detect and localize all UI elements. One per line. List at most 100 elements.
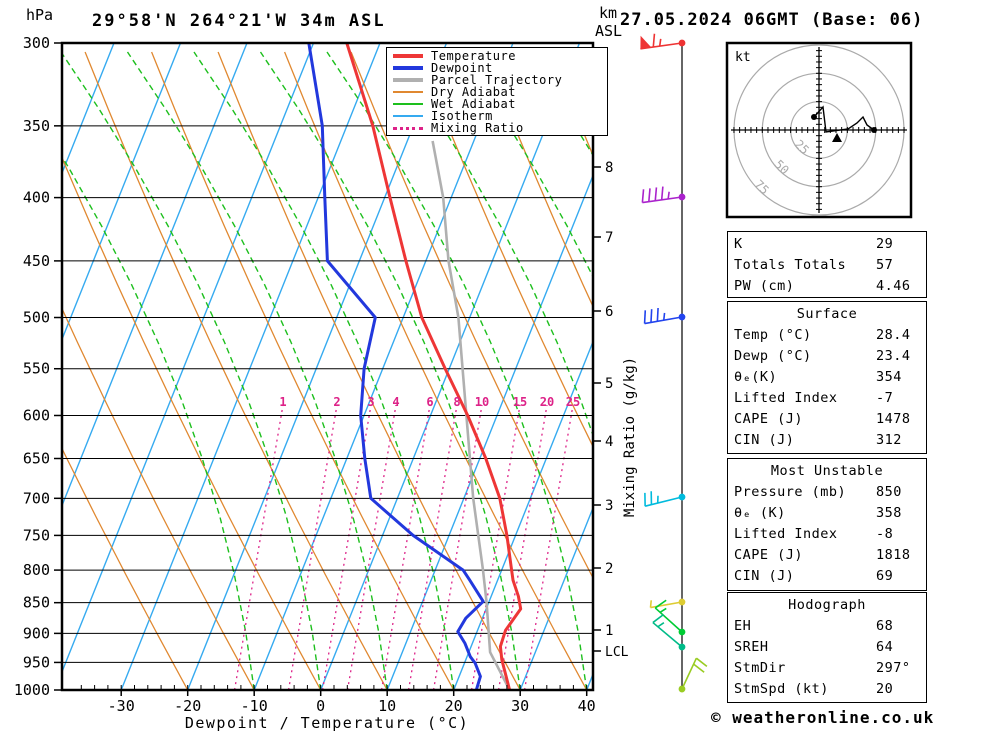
table-row: Totals Totals 57 [728, 255, 926, 276]
table-row: CAPE (J) 1818 [728, 545, 926, 566]
sounding-curves [307, 43, 523, 690]
table-header: Surface [796, 306, 858, 322]
legend-label: Wet Adiabat [431, 97, 516, 111]
wet-adiabat-line [62, 155, 255, 690]
temperature-curve [345, 43, 523, 690]
mixing-ratio-label: 8 [453, 395, 460, 409]
row-label: SREH [734, 639, 769, 655]
table-row: PW (cm) 4.46 [728, 276, 926, 297]
plot-border [60, 41, 595, 692]
table-row: SREH 64 [728, 637, 926, 658]
row-label: Totals Totals [734, 257, 847, 273]
pressure-tick-label: 400 [23, 189, 50, 207]
mixing-ratio-line [346, 404, 397, 690]
pressure-tick-label: 450 [23, 252, 50, 270]
legend-item-temperature: Temperature [387, 50, 607, 62]
legend-label: Parcel Trajectory [431, 73, 563, 87]
row-label: K [734, 236, 743, 252]
legend-item-isotherm: Isotherm [387, 110, 607, 122]
row-label: θₑ(K) [734, 369, 778, 385]
copyright-notice: © weatheronline.co.uk [711, 708, 935, 727]
isotherm-line [519, 506, 593, 690]
row-label: StmSpd (kt) [734, 681, 829, 697]
row-label: Dewp (°C) [734, 348, 812, 364]
isotherm-line [320, 43, 581, 690]
legend-label: Isotherm [431, 109, 493, 123]
table-row: Lifted Index -7 [728, 388, 926, 409]
km-asl-axis: 8 7 6 5 4 3 2 1 LCL Mixing Ratio (g/kg) [593, 160, 638, 660]
dry-adiabat-line [62, 307, 255, 690]
row-label: PW (cm) [734, 278, 795, 294]
mixing-ratio-label: 1 [279, 395, 286, 409]
pressure-axis: 300 350 400 450 500 550 600 650 700 750 800 850 900 9… [14, 34, 62, 699]
row-label: Lifted Index [734, 526, 838, 542]
legend-item-parcel: Parcel Trajectory [387, 74, 607, 86]
pressure-tick-label: 850 [23, 594, 50, 612]
km-tick-label: 2 [605, 561, 613, 577]
mixing-ratio-line [287, 404, 338, 690]
temperature-tick-label: -20 [174, 697, 201, 715]
pressure-tick-label: 950 [23, 653, 50, 671]
dewpoint-curve [307, 43, 485, 690]
table-row: θₑ(K) 354 [728, 367, 926, 388]
dry-adiabat-line [483, 51, 593, 309]
isotherm-line [253, 43, 514, 690]
pressure-tick-label: 600 [23, 406, 50, 424]
dry-adiabat-line [62, 447, 189, 690]
km-tick-label: 8 [605, 160, 613, 176]
row-label: StmDir [734, 660, 786, 676]
wind-barb [652, 613, 686, 651]
surface-table: Surface Temp (°C) 28.4 Dewp (°C) 23.4 θₑ(K… [727, 301, 927, 454]
mixing-ratio-label: 4 [392, 395, 399, 409]
mixing-ratio-label: 6 [426, 395, 433, 409]
pressure-tick-label: 800 [23, 561, 50, 579]
dry-adiabat-line-swatch [393, 91, 423, 93]
row-value: 23.4 [876, 348, 911, 364]
isotherm-line-swatch [393, 115, 423, 117]
dewpoint-line-swatch [393, 66, 423, 70]
km-tick-label: 7 [605, 230, 613, 246]
row-value: 312 [876, 432, 902, 448]
legend-label: Temperature [431, 49, 516, 63]
dry-adiabat-line [283, 51, 588, 690]
hodograph-start-marker [811, 114, 817, 120]
row-value: 4.46 [876, 278, 911, 294]
row-value: 69 [876, 568, 894, 584]
dry-adiabat-line [350, 51, 593, 580]
row-value: 850 [876, 484, 902, 500]
wet-adiabat-line [126, 51, 388, 690]
isotherm-line [386, 173, 593, 690]
wind-barb [640, 33, 686, 50]
temperature-tick-label: -30 [108, 697, 135, 715]
table-header: Hodograph [788, 597, 866, 613]
wet-adiabat-line [259, 51, 521, 690]
temperature-tick-label: 20 [445, 697, 463, 715]
wind-barb [644, 491, 686, 507]
mixing-ratio-line [523, 404, 574, 690]
row-value: 64 [876, 639, 894, 655]
pressure-tick-label: 500 [23, 309, 50, 327]
legend-label: Dewpoint [431, 61, 493, 75]
isotherm-line [453, 339, 593, 690]
isotherm-line [62, 43, 315, 674]
hodograph-table: Hodograph EH 68 SREH 64 StmDir 297° StmSpd … [727, 592, 927, 703]
pressure-tick-label: 900 [23, 624, 50, 642]
temperature-tick-label: -10 [241, 697, 268, 715]
lcl-label: LCL [605, 645, 629, 660]
x-axis-title: Dewpoint / Temperature (°C) [185, 714, 469, 732]
pressure-tick-label: 700 [23, 489, 50, 507]
row-label: Temp (°C) [734, 327, 812, 343]
row-label: Pressure (mb) [734, 484, 847, 500]
pressure-tick-label: 750 [23, 526, 50, 544]
table-row: Pressure (mb) 850 [728, 482, 926, 503]
wet-adiabat-line [62, 52, 322, 690]
pressure-tick-label: 1000 [14, 681, 50, 699]
row-value: 1818 [876, 547, 911, 563]
row-value: 57 [876, 257, 894, 273]
asl-axis-unit-label: ASL [595, 22, 623, 40]
pressure-unit-label: hPa [26, 6, 54, 24]
table-header: Most Unstable [770, 463, 884, 479]
km-tick-label: 5 [605, 376, 613, 392]
row-value: 20 [876, 681, 894, 697]
mixing-ratio-line [233, 404, 284, 690]
